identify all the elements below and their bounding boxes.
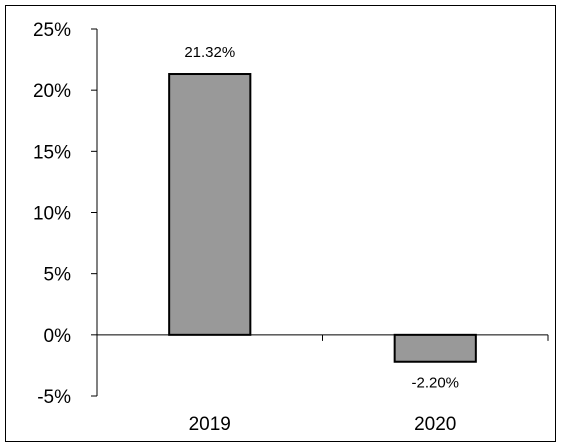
chart-border — [5, 5, 556, 442]
x-category-label-2019: 2019 — [189, 414, 231, 435]
bars-group — [168, 73, 477, 363]
y-tick-label: 20% — [33, 81, 71, 102]
x-category-label-2020: 2020 — [414, 414, 456, 435]
y-tick-label: 10% — [33, 204, 71, 225]
data-label-2020: -2.20% — [411, 375, 459, 392]
axis-group: 25% 20% 15% 10% 5% 0% -5% — [33, 20, 549, 408]
y-tick-label: -5% — [37, 387, 71, 408]
y-tick-label: 25% — [33, 20, 71, 41]
bar-2019 — [168, 73, 252, 336]
bar-2020 — [393, 333, 477, 363]
y-tick-label: 5% — [44, 265, 72, 286]
labels-group: 21.32% 2019 -2.20% 2020 — [184, 44, 459, 435]
y-tick-label: 15% — [33, 142, 71, 163]
data-label-2019: 21.32% — [184, 44, 235, 61]
y-tick-label: 0% — [44, 326, 72, 347]
